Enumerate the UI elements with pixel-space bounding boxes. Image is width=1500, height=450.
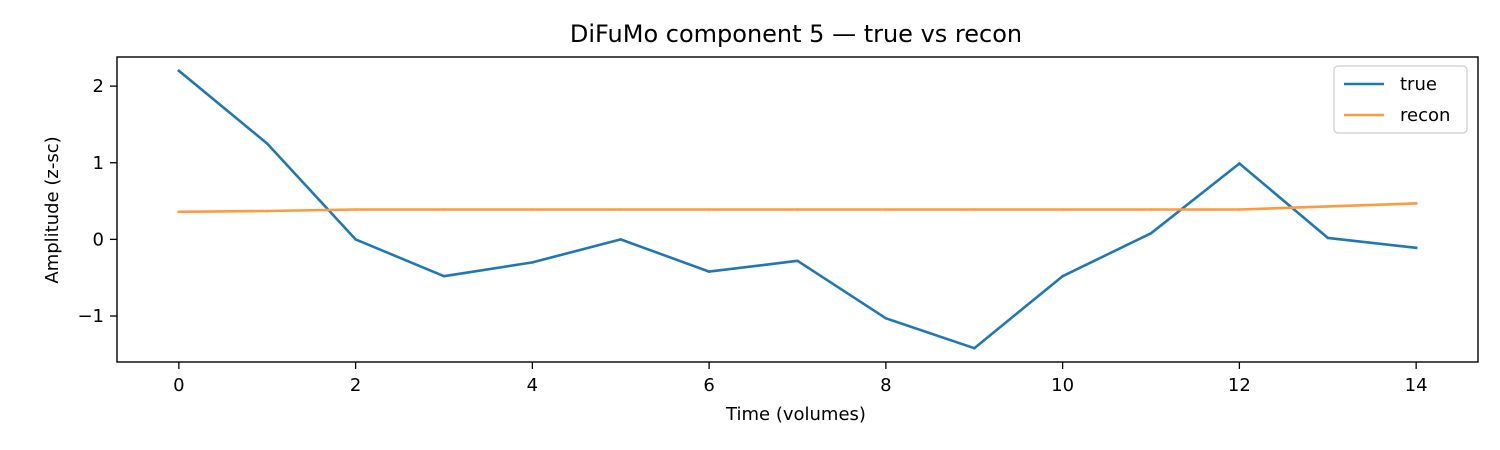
x-tick-label: 12 [1228,375,1251,396]
data-point-true-3 [442,274,446,278]
data-point-true-6 [707,270,711,273]
data-point-recon-6 [707,208,711,211]
legend-label-true: true [1400,74,1437,95]
data-point-true-14 [1414,246,1418,250]
y-tick-label: 0 [93,229,104,250]
legend: true recon [1333,65,1468,134]
plot-frame [116,56,1479,363]
x-tick-label: 6 [703,375,714,396]
data-point-recon-8 [884,208,888,211]
y-tick-label: 1 [93,153,104,174]
data-point-true-10 [1061,274,1064,278]
x-tick-label: 14 [1405,375,1428,396]
chart-title: DiFuMo component 5 — true vs recon [570,20,1022,48]
data-point-recon-10 [1061,208,1064,211]
data-point-true-13 [1326,236,1330,240]
data-point-true-0 [177,69,181,73]
data-point-true-8 [884,317,888,320]
legend-label-recon: recon [1400,105,1450,126]
series-layer [177,68,1418,350]
data-point-recon-9 [973,208,976,211]
y-axis: −1 0 1 2 [77,76,117,327]
data-point-recon-11 [1149,208,1153,211]
data-point-true-4 [531,261,534,264]
x-tick-label: 4 [527,375,538,396]
data-point-true-2 [354,238,357,241]
x-axis-label: Time (volumes) [725,404,866,425]
data-point-true-7 [796,259,799,263]
data-point-true-12 [1238,162,1241,165]
data-point-recon-2 [354,208,357,211]
x-tick-label: 0 [173,375,184,396]
data-point-recon-3 [442,208,446,211]
data-point-true-11 [1149,232,1153,235]
data-point-recon-1 [265,209,269,213]
data-point-recon-14 [1414,202,1418,205]
data-point-true-5 [619,238,622,241]
x-tick-label: 8 [880,375,891,396]
data-point-true-1 [265,142,269,145]
data-point-true-9 [973,346,976,350]
y-axis-label: Amplitude (z-sc) [42,136,63,283]
data-point-recon-7 [796,208,799,211]
x-axis: 0 2 4 6 8 10 12 14 [173,362,1428,396]
y-tick-label: 2 [93,76,104,97]
data-point-recon-12 [1238,208,1241,211]
x-tick-label: 10 [1051,375,1074,396]
data-point-recon-4 [531,208,534,211]
data-point-recon-5 [619,208,622,211]
data-point-recon-13 [1326,205,1330,208]
x-tick-label: 2 [350,375,361,396]
y-tick-label: −1 [77,306,104,327]
data-point-recon-0 [177,210,181,214]
